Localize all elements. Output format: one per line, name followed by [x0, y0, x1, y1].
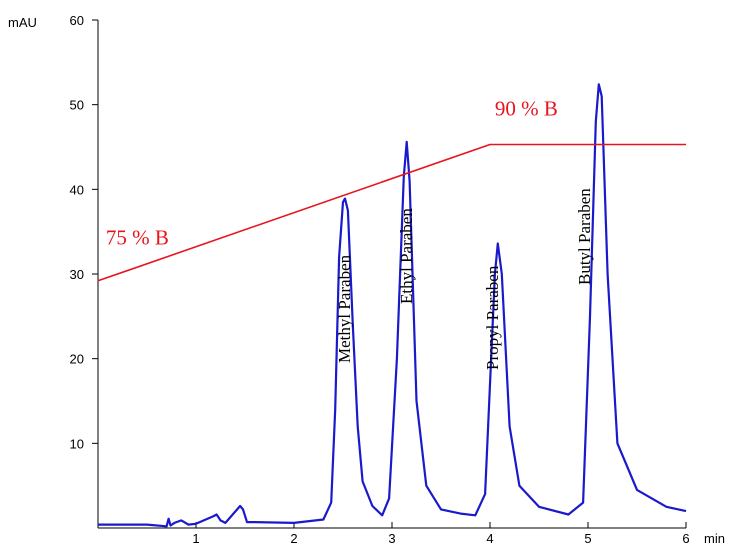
gradient-annotation: 75 % B — [106, 225, 169, 249]
y-tick-label: 50 — [70, 98, 84, 113]
peak-label: Butyl Paraben — [575, 188, 594, 285]
gradient-annotation: 90 % B — [495, 97, 558, 121]
series-group — [97, 83, 687, 528]
x-tick-label: 3 — [388, 531, 395, 546]
y-axis-unit: mAU — [8, 15, 37, 30]
y-axis-ticks: 10 20 30 40 50 60 — [70, 13, 98, 451]
peak-label: Methyl Paraben — [335, 254, 354, 363]
peak-label: Ethyl Paraben — [397, 208, 416, 304]
x-tick-label: 5 — [584, 531, 591, 546]
x-tick-label: 1 — [192, 531, 199, 546]
y-tick-label: 30 — [70, 267, 84, 282]
peak-labels: Methyl Paraben Ethyl Paraben Propyl Parabe… — [335, 188, 594, 370]
y-tick-label: 20 — [70, 352, 84, 367]
y-tick-label: 10 — [70, 436, 84, 451]
x-axis-ticks: 1 2 3 4 5 6 — [192, 522, 690, 546]
x-tick-label: 6 — [682, 531, 689, 546]
y-tick-label: 40 — [70, 182, 84, 197]
x-tick-label: 2 — [290, 531, 297, 546]
peak-label: Propyl Paraben — [483, 265, 502, 370]
x-tick-label: 4 — [486, 531, 493, 546]
x-axis-unit: min — [704, 531, 725, 546]
gradient-annotations: 75 % B 90 % B — [106, 97, 558, 250]
chromatogram-trace — [98, 83, 687, 528]
y-tick-label: 60 — [70, 13, 84, 28]
gradient-line — [97, 143, 686, 282]
